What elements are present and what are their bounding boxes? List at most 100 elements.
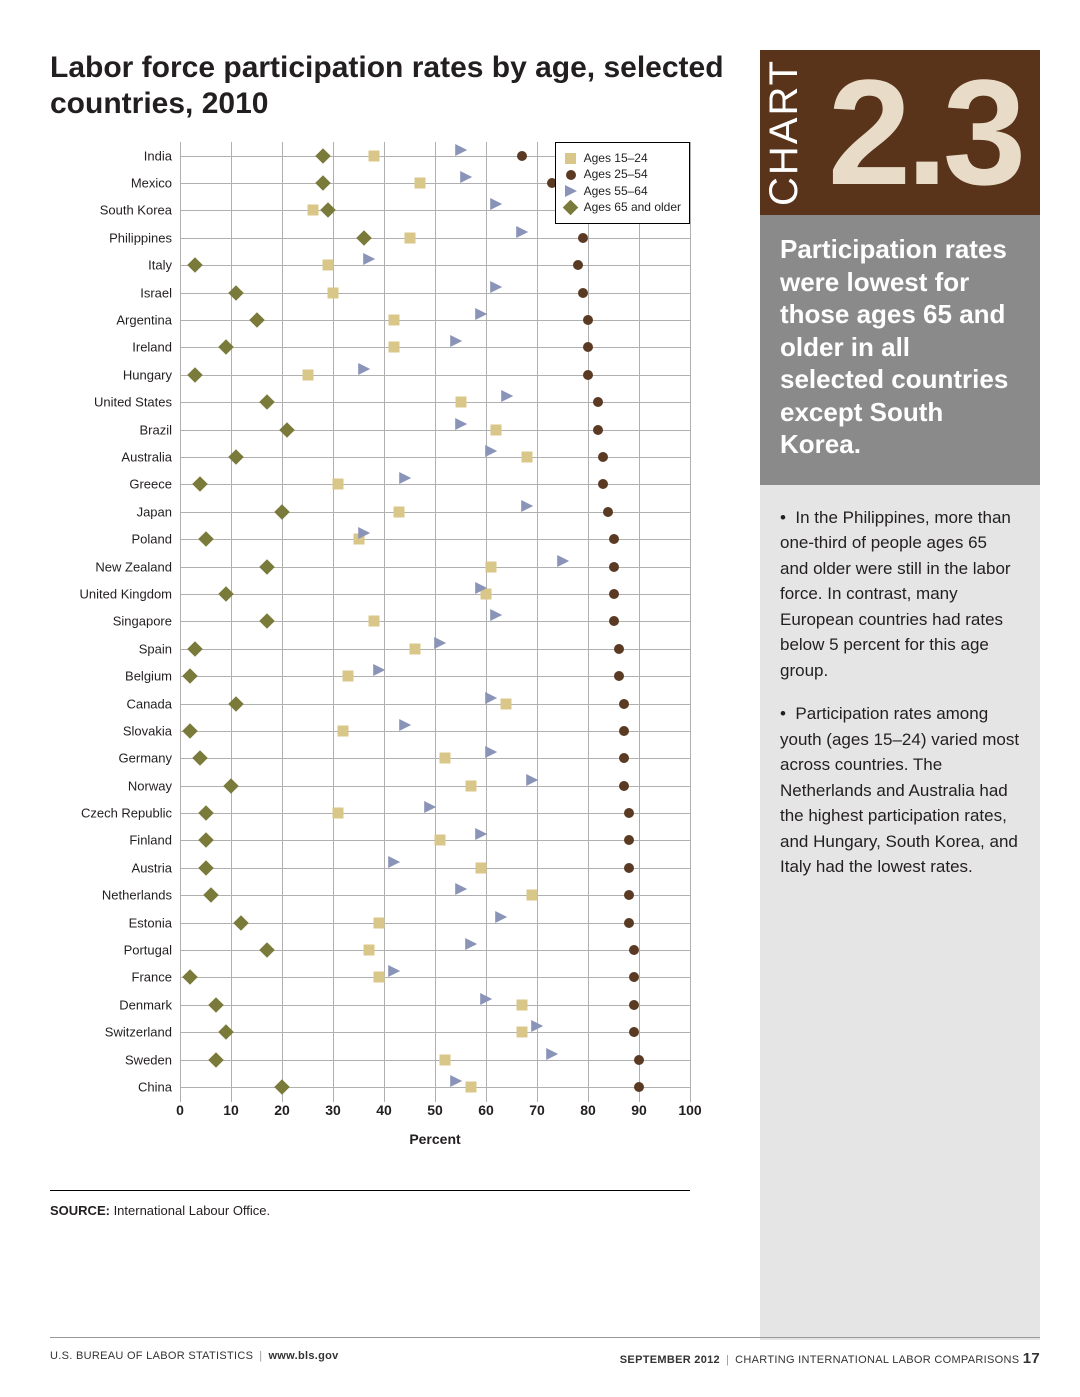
data-marker <box>393 862 405 874</box>
data-marker <box>223 778 239 794</box>
data-marker <box>624 918 634 928</box>
data-marker <box>198 805 214 821</box>
chart-row: Spain <box>180 635 690 662</box>
chart-row: Australia <box>180 443 690 470</box>
data-marker <box>619 699 629 709</box>
data-marker <box>470 944 482 956</box>
data-marker <box>578 288 588 298</box>
data-marker <box>208 997 224 1013</box>
data-marker <box>460 889 472 901</box>
data-marker <box>465 780 476 791</box>
data-marker <box>198 860 214 876</box>
data-marker <box>320 203 336 219</box>
data-marker <box>475 862 486 873</box>
country-label: Switzerland <box>105 1025 180 1040</box>
data-marker <box>562 561 574 573</box>
bullet-item: • Participation rates among youth (ages … <box>780 701 1020 880</box>
data-marker <box>516 999 527 1010</box>
country-label: Hungary <box>123 367 180 382</box>
data-marker <box>249 312 265 328</box>
data-marker <box>188 257 204 273</box>
data-marker <box>394 506 405 517</box>
chart-row: Denmark <box>180 991 690 1018</box>
chart-row: Philippines <box>180 224 690 251</box>
x-tick: 100 <box>678 1102 701 1118</box>
chart-row: France <box>180 964 690 991</box>
callout-text: Participation rates were lowest for thos… <box>760 215 1040 485</box>
country-label: Argentina <box>116 313 180 328</box>
country-label: Canada <box>126 696 180 711</box>
data-marker <box>624 890 634 900</box>
chart-row: Canada <box>180 690 690 717</box>
page-footer: U.S. BUREAU OF LABOR STATISTICS|www.bls.… <box>50 1337 1040 1367</box>
legend-item: Ages 55–64 <box>564 184 681 198</box>
x-tick: 90 <box>631 1102 647 1118</box>
gridline <box>690 142 691 1102</box>
data-marker <box>634 1082 644 1092</box>
data-marker <box>338 725 349 736</box>
data-marker <box>409 643 420 654</box>
data-marker <box>198 833 214 849</box>
data-marker <box>393 971 405 983</box>
chart-row: United Kingdom <box>180 580 690 607</box>
x-tick: 80 <box>580 1102 596 1118</box>
data-marker <box>203 887 219 903</box>
chart-row: Germany <box>180 745 690 772</box>
data-marker <box>378 670 390 682</box>
chart-row: China <box>180 1073 690 1100</box>
data-marker <box>315 148 331 164</box>
data-marker <box>593 425 603 435</box>
data-marker <box>363 533 375 545</box>
data-marker <box>619 781 629 791</box>
country-label: Greece <box>129 477 180 492</box>
chart-row: Norway <box>180 772 690 799</box>
chart-row: Sweden <box>180 1046 690 1073</box>
data-marker <box>455 1081 467 1093</box>
country-label: Slovakia <box>123 723 180 738</box>
data-marker <box>614 671 624 681</box>
country-label: Estonia <box>129 915 180 930</box>
x-tick: 10 <box>223 1102 239 1118</box>
x-tick: 20 <box>274 1102 290 1118</box>
data-marker <box>259 942 275 958</box>
data-marker <box>491 424 502 435</box>
data-marker <box>439 643 451 655</box>
chart-row: Estonia <box>180 909 690 936</box>
chart-row: Italy <box>180 252 690 279</box>
data-marker <box>629 1000 639 1010</box>
data-marker <box>368 616 379 627</box>
country-label: Australia <box>121 449 180 464</box>
data-marker <box>609 616 619 626</box>
chart-row: Israel <box>180 279 690 306</box>
data-marker <box>373 972 384 983</box>
x-axis-label: Percent <box>180 1131 690 1147</box>
country-label: India <box>144 148 180 163</box>
dot-chart: Ages 15–24Ages 25–54Ages 55–64Ages 65 an… <box>50 142 690 1162</box>
data-marker <box>506 396 518 408</box>
data-marker <box>182 668 198 684</box>
data-marker <box>624 863 634 873</box>
country-label: Mexico <box>131 176 180 191</box>
data-marker <box>193 751 209 767</box>
data-marker <box>322 260 333 271</box>
data-marker <box>218 586 234 602</box>
data-marker <box>228 696 244 712</box>
data-marker <box>485 999 497 1011</box>
data-marker <box>460 150 472 162</box>
data-marker <box>188 641 204 657</box>
chart-row: Argentina <box>180 306 690 333</box>
data-marker <box>629 1027 639 1037</box>
data-marker <box>455 397 466 408</box>
data-marker <box>603 507 613 517</box>
data-marker <box>521 232 533 244</box>
country-label: Portugal <box>124 943 180 958</box>
x-tick: 70 <box>529 1102 545 1118</box>
data-marker <box>218 1024 234 1040</box>
data-marker <box>609 534 619 544</box>
data-marker <box>465 1081 476 1092</box>
chart-row: Belgium <box>180 662 690 689</box>
chart-row: Brazil <box>180 416 690 443</box>
data-marker <box>634 1055 644 1065</box>
chart-row: Japan <box>180 498 690 525</box>
country-label: Israel <box>140 285 180 300</box>
